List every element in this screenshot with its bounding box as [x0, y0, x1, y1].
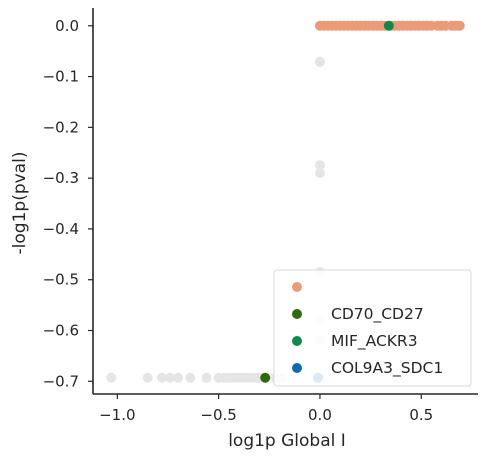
x-ticks: −1.0 −0.5 0.0 0.5 — [99, 394, 433, 424]
x-tick-label: −1.0 — [99, 406, 135, 424]
background-point — [201, 372, 212, 383]
background-point — [173, 372, 184, 383]
x-axis-label: log1p Global I — [228, 431, 346, 451]
background-point — [106, 372, 117, 383]
series-points — [260, 20, 465, 383]
background-point — [165, 372, 175, 383]
background-point — [142, 372, 153, 383]
y-tick-label: −0.4 — [43, 220, 79, 238]
y-tick-label: −0.5 — [43, 271, 79, 289]
legend-marker-significant — [292, 282, 302, 292]
point-significant — [454, 20, 465, 31]
legend-marker-col9a3-sdc1 — [292, 363, 302, 373]
y-tick-label: −0.1 — [43, 68, 79, 86]
legend-marker-mif-ackr3 — [292, 336, 302, 346]
y-tick-label: −0.2 — [43, 118, 79, 136]
legend: CD70_CD27 MIF_ACKR3 COL9A3_SDC1 — [273, 269, 472, 387]
legend-label-cd70-cd27: CD70_CD27 — [331, 305, 424, 324]
background-point — [156, 372, 167, 383]
y-tick-label: −0.6 — [43, 322, 79, 340]
legend-label-mif-ackr3: MIF_ACKR3 — [331, 332, 418, 351]
y-ticks: 0.0 −0.1 −0.2 −0.3 −0.4 −0.5 −0.6 −0.7 — [43, 17, 93, 390]
x-tick-label: 0.5 — [409, 406, 433, 424]
y-tick-label: 0.0 — [55, 17, 79, 35]
background-point — [185, 372, 196, 383]
x-tick-label: −0.5 — [200, 406, 236, 424]
point-cd70-cd27 — [260, 372, 271, 383]
background-point — [314, 56, 325, 67]
y-tick-label: −0.3 — [43, 169, 79, 187]
legend-box — [273, 269, 472, 387]
y-tick-label: −0.7 — [43, 372, 79, 390]
x-tick-label: 0.0 — [308, 406, 332, 424]
legend-label-col9a3-sdc1: COL9A3_SDC1 — [331, 359, 443, 378]
background-point — [314, 168, 325, 179]
point-mif-ackr3 — [383, 20, 394, 31]
legend-marker-cd70-cd27 — [292, 309, 302, 319]
background-point — [314, 159, 325, 170]
y-axis-label: -log1p(pval) — [10, 152, 30, 255]
